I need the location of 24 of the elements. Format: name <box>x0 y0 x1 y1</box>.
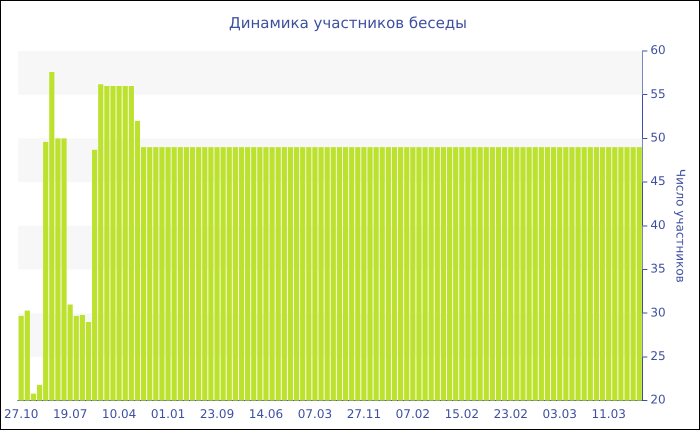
x-tick-label: 11.03 <box>591 406 626 421</box>
y-tick-label: 50 <box>650 130 666 145</box>
y-tick-label: 55 <box>650 86 666 101</box>
x-tick-label: 14.06 <box>248 406 284 421</box>
x-tick-label: 27.10 <box>4 406 38 421</box>
x-tick-label: 03.03 <box>542 406 577 421</box>
y-tick-label: 20 <box>650 392 666 407</box>
y-tick-label: 45 <box>650 174 666 188</box>
x-tick-label: 23.02 <box>494 406 528 421</box>
y-tick-label: 40 <box>650 218 666 232</box>
x-tick-label: 10.04 <box>102 406 136 421</box>
x-tick-label: 07.02 <box>396 406 430 421</box>
x-tick-label: 01.01 <box>150 406 186 421</box>
x-tick-label: 07.03 <box>298 406 332 421</box>
y-tick-label: 25 <box>650 349 666 364</box>
y-tick-label: 60 <box>650 43 666 58</box>
chart-title: Динамика участников беседы <box>228 14 468 32</box>
y-axis-title: Число участников <box>674 168 688 283</box>
x-tick-label: 19.07 <box>52 406 88 421</box>
x-tick-label: 15.02 <box>444 406 479 421</box>
y-tick-label: 35 <box>650 262 666 276</box>
x-tick-label: 23.09 <box>200 406 234 421</box>
y-tick-label: 30 <box>650 305 666 320</box>
x-tick-label: 27.11 <box>346 406 382 421</box>
